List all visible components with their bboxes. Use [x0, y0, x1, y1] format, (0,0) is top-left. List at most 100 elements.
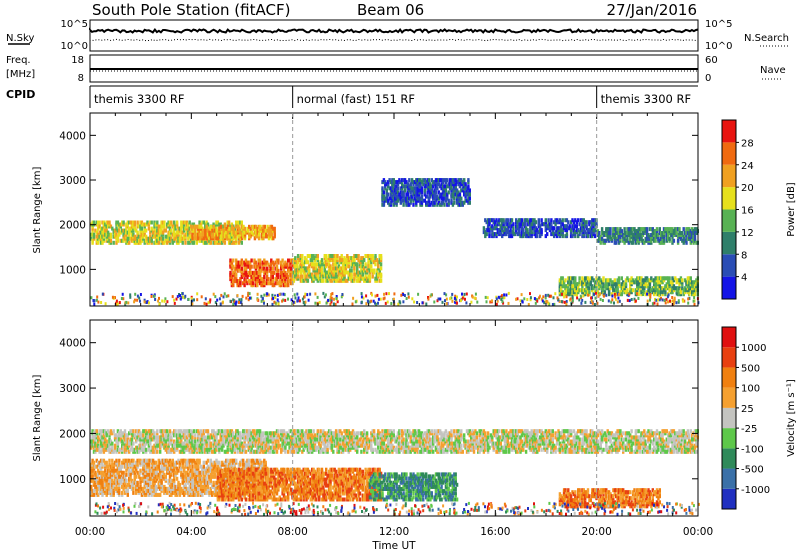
heatmap-cell — [313, 266, 317, 271]
heatmap-cell — [308, 447, 311, 452]
heatmap-cell — [218, 441, 221, 446]
heatmap-cell — [136, 232, 139, 237]
heatmap-cell — [132, 441, 135, 446]
heatmap-cell — [130, 236, 134, 241]
heatmap-cell — [588, 286, 591, 291]
heatmap-cell — [225, 435, 228, 440]
heatmap-cell — [315, 266, 318, 271]
heatmap-cell — [311, 437, 314, 442]
heatmap-cell — [105, 238, 108, 243]
heatmap-cell — [374, 254, 377, 258]
heatmap-cell — [303, 272, 307, 277]
heatmap-cell — [188, 437, 191, 442]
heatmap-cell — [173, 232, 176, 237]
heatmap-cell — [655, 292, 659, 297]
heatmap-cell — [493, 220, 497, 225]
heatmap-cell — [517, 226, 521, 231]
heatmap-cell — [270, 266, 273, 271]
heatmap-cell — [615, 236, 618, 241]
heatmap-cell — [267, 441, 270, 446]
heatmap-cell — [249, 431, 252, 436]
heatmap-cell — [558, 278, 562, 283]
heatmap-cell — [247, 294, 250, 298]
heatmap-cell — [382, 178, 386, 183]
heatmap-cell — [406, 182, 410, 187]
heatmap-cell — [602, 282, 605, 287]
heatmap-cell — [180, 449, 183, 454]
heatmap-cell — [181, 441, 184, 446]
heatmap-cell — [215, 443, 218, 448]
heatmap-cell — [529, 218, 532, 223]
heatmap-cell — [626, 231, 629, 235]
heatmap-cell — [372, 268, 376, 273]
heatmap-cell — [101, 232, 104, 237]
colorbar-segment — [722, 187, 736, 210]
heatmap-cell — [303, 276, 307, 281]
heatmap-cell — [613, 293, 616, 296]
heatmap-cell — [294, 296, 297, 300]
heatmap-cell — [433, 192, 436, 197]
heatmap-cell — [437, 178, 440, 183]
heatmap-cell — [271, 431, 274, 436]
heatmap-cell — [676, 233, 680, 237]
heatmap-cell — [178, 236, 182, 241]
heatmap-cell — [491, 218, 494, 223]
heatmap-cell — [243, 264, 246, 269]
heatmap-cell — [655, 298, 658, 302]
heatmap-cell — [660, 296, 662, 300]
heatmap-cell — [265, 431, 269, 436]
heatmap-cell — [658, 238, 661, 243]
colorbar-segment — [722, 231, 736, 255]
heatmap-cell — [372, 260, 376, 265]
heatmap-cell — [273, 431, 276, 436]
heatmap-cell — [185, 447, 189, 452]
heatmap-cell — [198, 443, 201, 448]
heatmap-cell — [189, 429, 193, 434]
heatmap-cell — [95, 298, 98, 302]
heatmap-cell — [579, 294, 582, 298]
heatmap-cell — [593, 234, 597, 239]
heatmap-cell — [265, 268, 269, 273]
heatmap-cell — [641, 227, 645, 232]
heatmap-cell — [243, 270, 246, 275]
heatmap-cell — [142, 437, 145, 442]
heatmap-cell — [509, 228, 512, 233]
heatmap-cell — [322, 291, 325, 295]
heatmap-cell — [445, 302, 448, 306]
heatmap-cell — [658, 280, 661, 285]
heatmap-cell — [329, 264, 332, 269]
heatmap-cell — [160, 437, 163, 442]
heatmap-cell — [95, 447, 98, 452]
heatmap-cell — [156, 431, 159, 436]
heatmap-cell — [560, 228, 563, 233]
heatmap-cell — [357, 431, 360, 436]
heatmap-cell — [285, 431, 288, 436]
heatmap-cell — [454, 294, 457, 298]
heatmap-cell — [405, 297, 408, 300]
heatmap-cell — [230, 431, 234, 436]
heatmap-cell — [443, 196, 446, 201]
heatmap-cell — [104, 443, 107, 448]
heatmap-cell — [691, 233, 694, 237]
heatmap-cell — [144, 435, 148, 440]
heatmap-cell — [329, 295, 332, 299]
heatmap-cell — [102, 435, 106, 440]
heatmap-cell — [150, 447, 153, 452]
heatmap-cell — [240, 260, 243, 265]
heatmap-cell — [229, 277, 232, 282]
heatmap-cell — [204, 234, 207, 239]
heatmap-cell — [516, 297, 519, 301]
heatmap-cell — [388, 196, 391, 201]
heatmap-cell — [378, 268, 381, 273]
heatmap-cell — [561, 290, 564, 295]
heatmap-cell — [589, 234, 592, 239]
heatmap-cell — [311, 258, 314, 263]
heatmap-cell — [334, 441, 338, 446]
heatmap-cell — [560, 292, 563, 296]
heatmap-cell — [99, 435, 103, 440]
heatmap-cell — [588, 290, 591, 295]
heatmap-cell — [223, 441, 227, 446]
heatmap-cell — [280, 260, 283, 265]
heatmap-cell — [377, 301, 379, 305]
heatmap-cell — [181, 240, 184, 245]
